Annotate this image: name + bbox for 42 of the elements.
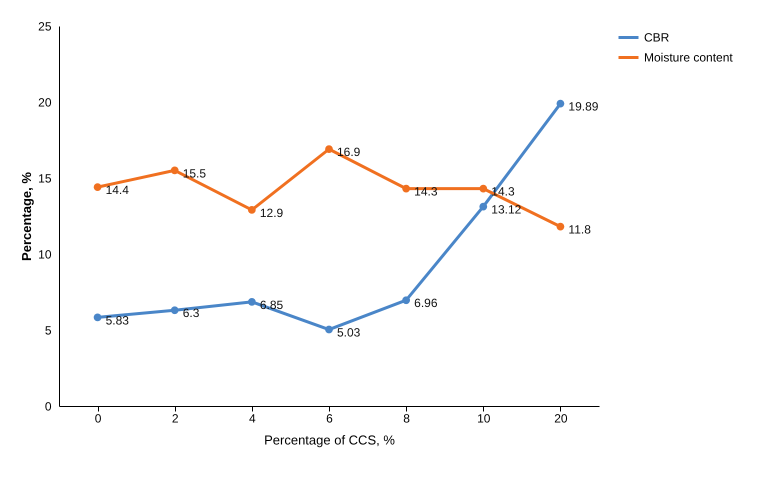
y-tick-label: 0 bbox=[44, 400, 52, 414]
data-label: 6.96 bbox=[414, 296, 438, 310]
data-label: 14.4 bbox=[106, 183, 130, 198]
point bbox=[402, 184, 410, 193]
point bbox=[479, 202, 488, 210]
point bbox=[325, 145, 333, 153]
x-tick-label: 20 bbox=[554, 412, 568, 426]
y-tick-label: 10 bbox=[38, 248, 52, 262]
data-label: 12.9 bbox=[260, 206, 284, 220]
point bbox=[556, 100, 564, 108]
point bbox=[556, 222, 564, 231]
x-tick-label: 2 bbox=[172, 412, 179, 426]
point bbox=[325, 326, 333, 334]
x-tick-label: 8 bbox=[403, 412, 410, 426]
point bbox=[248, 206, 256, 214]
point bbox=[94, 314, 102, 322]
data-label: 19.89 bbox=[568, 100, 599, 114]
point bbox=[402, 296, 410, 304]
legend-label: Moisture content bbox=[644, 50, 734, 64]
y-axis-title: Percentage, % bbox=[19, 172, 34, 261]
y-tick-label: 15 bbox=[38, 172, 52, 186]
legend-label: CBR bbox=[644, 30, 670, 44]
data-label: 5.03 bbox=[337, 326, 361, 340]
point bbox=[248, 298, 256, 306]
x-tick-label: 10 bbox=[477, 412, 491, 426]
data-label: 13.12 bbox=[491, 202, 522, 217]
x-tick-label: 0 bbox=[94, 412, 102, 426]
y-tick-label: 5 bbox=[44, 324, 52, 338]
x-tick-label: 4 bbox=[249, 412, 256, 426]
y-tick-label: 25 bbox=[38, 20, 52, 34]
point bbox=[94, 183, 102, 191]
data-label: 15.5 bbox=[182, 166, 206, 180]
x-tick-label: 6 bbox=[326, 412, 334, 426]
point bbox=[170, 166, 179, 174]
point bbox=[170, 306, 179, 314]
point bbox=[479, 184, 488, 193]
data-label: 16.9 bbox=[337, 145, 361, 160]
x-axis-title: Percentage of CCS, % bbox=[264, 432, 396, 448]
data-label: 6.3 bbox=[182, 306, 200, 320]
data-label: 5.83 bbox=[106, 313, 130, 328]
y-tick-label: 20 bbox=[38, 96, 52, 110]
data-label: 11.8 bbox=[568, 222, 592, 237]
